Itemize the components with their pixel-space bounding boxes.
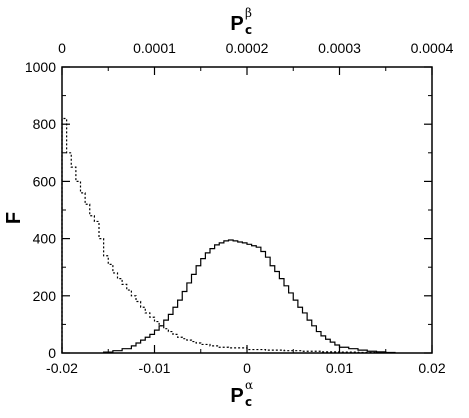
x2-axis-title-sup: β <box>245 6 252 20</box>
x-tick-label: 0 <box>243 360 251 376</box>
solid-histogram-series <box>103 239 396 354</box>
y-tick-label: 400 <box>33 231 57 247</box>
x-axis-title-sub: c <box>245 395 252 409</box>
x-tick-label: -0.01 <box>139 360 171 376</box>
y-tick-label: 800 <box>33 116 57 132</box>
tick-labels: -0.02 -0.01 0 0.01 0.02 0 0.0001 0.0002 0.0003 0.… <box>25 40 454 376</box>
x-axis-title: P α c <box>230 378 253 409</box>
plot-frame <box>61 66 433 354</box>
x2-axis-title: P β c <box>230 6 252 37</box>
x2-axis-title-sub: c <box>245 23 252 37</box>
x2-tick-label: 0.0004 <box>411 40 454 56</box>
x-axis-title-sup: α <box>245 378 253 392</box>
x2-tick-label: 0.0002 <box>226 40 269 56</box>
x2-tick-label: 0.0001 <box>133 40 176 56</box>
x-axis-title-main: P <box>230 385 243 407</box>
tick-marks <box>61 66 433 354</box>
dotted-histogram-series <box>61 117 378 354</box>
y-tick-label: 600 <box>33 173 57 189</box>
x2-tick-label: 0.0003 <box>318 40 361 56</box>
x-tick-label: 0.01 <box>326 360 353 376</box>
y-tick-label: 1000 <box>25 59 56 75</box>
series-layer <box>61 117 396 354</box>
x-tick-label: -0.02 <box>46 360 78 376</box>
y-tick-label: 0 <box>48 345 56 361</box>
x2-tick-label: 0 <box>58 40 66 56</box>
y-tick-label: 200 <box>33 288 57 304</box>
x-tick-label: 0.02 <box>418 360 445 376</box>
x2-axis-title-main: P <box>230 13 243 35</box>
y-axis-title: F <box>3 212 25 224</box>
